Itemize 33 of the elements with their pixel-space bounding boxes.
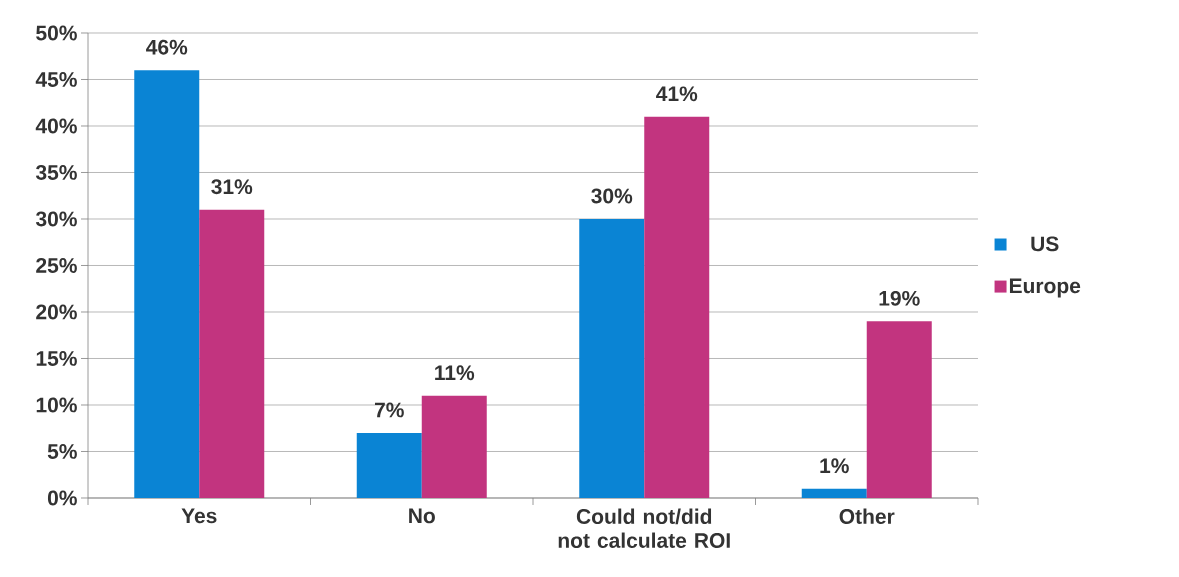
y-tick-label: 5%	[47, 444, 77, 459]
bar	[866, 321, 932, 498]
data-label: 7%	[374, 402, 404, 418]
y-tick-label: 10%	[36, 397, 77, 413]
legend-label: US	[1031, 236, 1059, 252]
y-tick-label: 45%	[35, 72, 77, 87]
bar	[356, 432, 422, 498]
x-tick-label: Yes	[181, 508, 217, 524]
x-tick-label: No	[409, 508, 435, 524]
bar	[421, 395, 487, 498]
bar	[199, 209, 265, 498]
x-tick-label: Could not/did not calculate ROI	[558, 508, 730, 548]
bar	[801, 488, 867, 498]
bar	[134, 70, 200, 498]
data-label: 30%	[591, 188, 633, 204]
data-label: 19%	[879, 290, 920, 306]
y-tick-label: 35%	[35, 165, 77, 180]
legend-label: Europe	[1009, 278, 1081, 298]
bar	[644, 116, 710, 498]
y-tick-label: 0%	[47, 490, 77, 506]
y-tick-label: 15%	[36, 351, 77, 366]
data-label: 11%	[435, 365, 475, 381]
y-tick-label: 25%	[36, 258, 77, 273]
y-tick-label: 30%	[35, 211, 77, 227]
data-label: 1%	[820, 458, 849, 474]
bar	[579, 218, 645, 498]
data-label: 41%	[656, 86, 698, 102]
data-label: 31%	[211, 179, 253, 195]
y-tick-label: 40%	[35, 118, 77, 134]
x-tick-label: Other	[839, 508, 895, 524]
y-tick-label: 20%	[36, 304, 77, 320]
y-tick-label: 50%	[36, 25, 77, 41]
data-label: 46%	[146, 39, 188, 55]
